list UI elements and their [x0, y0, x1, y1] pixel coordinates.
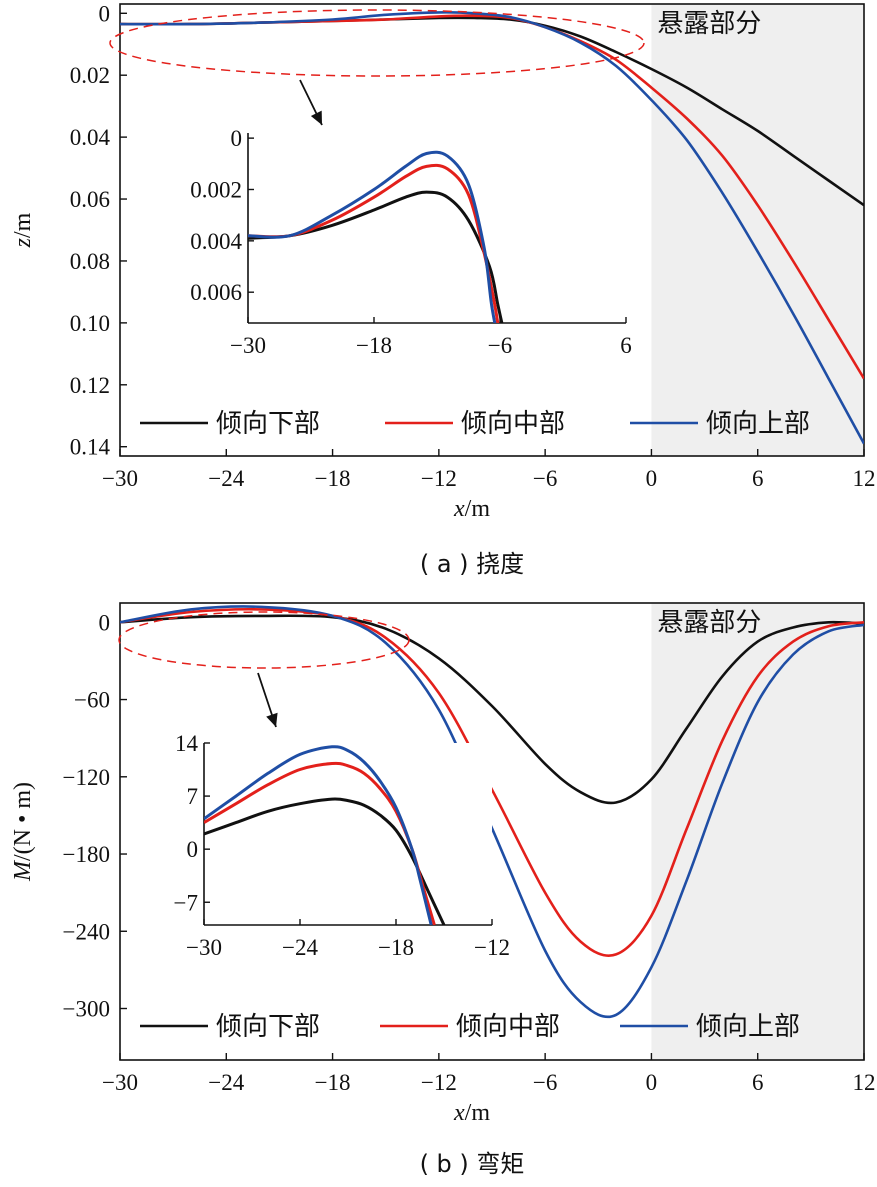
legend-label: 倾向下部 [216, 1012, 320, 1042]
zoom-arrowhead [266, 712, 278, 727]
x-tick-label: 6 [752, 466, 764, 491]
inset-x-tick-label: −12 [474, 935, 510, 960]
zoom-ellipse [109, 9, 645, 77]
x-tick-label: 12 [853, 466, 876, 491]
main-series-3 [120, 605, 864, 1019]
inset-y-tick-label: 14 [175, 731, 199, 756]
y-tick-label: 0.12 [70, 373, 110, 398]
inset-series-3 [204, 745, 433, 925]
y-tick-label: 0 [99, 1, 111, 26]
x-tick-label: 0 [646, 466, 658, 491]
y-tick-label: −120 [63, 765, 110, 790]
inset-series-1 [248, 190, 504, 323]
y-tick-label: 0.04 [70, 125, 111, 150]
y-tick-label: 0.14 [70, 435, 111, 460]
x-tick-label: −12 [421, 466, 457, 491]
panel-caption: ( b ) 弯矩 [420, 1150, 525, 1178]
x-tick-label: −18 [315, 466, 351, 491]
inset-y-tick-label: 0.006 [190, 280, 242, 305]
inset-x-tick-label: −24 [282, 935, 318, 960]
inset-y-tick-label: 0.002 [190, 177, 242, 202]
x-tick-label: 6 [752, 1070, 764, 1095]
y-tick-label: −300 [63, 997, 110, 1022]
inset-y-tick-label: 0 [187, 837, 199, 862]
panel-a: 悬露部分 −30 −24 −18 −12 −6 0 6 12 0 0.02 0.04 0.06 0.08 0… [10, 1, 876, 578]
x-tick-label: −30 [102, 466, 138, 491]
inset-series-3 [248, 150, 497, 323]
x-tick-label: −24 [208, 466, 244, 491]
plot-frame [119, 602, 865, 1061]
inset-x-tick-label: 6 [620, 333, 632, 358]
x-axis-label: x/m [453, 496, 490, 522]
region-label: 悬露部分 [657, 608, 761, 638]
y-axis-label: M/(N • m) [10, 782, 36, 882]
inset-x-tick-label: −30 [230, 333, 266, 358]
panel-caption: ( a ) 挠度 [420, 550, 524, 578]
plot-frame [119, 3, 865, 457]
x-tick-label: −24 [208, 1070, 244, 1095]
x-tick-label: −6 [533, 1070, 557, 1095]
y-tick-label: 0.02 [70, 63, 110, 88]
zoom-arrowhead [310, 110, 322, 125]
legend-label: 倾向上部 [706, 409, 810, 439]
inset-y-tick-label: 0.004 [190, 229, 242, 254]
inset-background [248, 133, 626, 323]
y-tick-label: 0.08 [70, 249, 110, 274]
inset-plot: −30 −18 −6 6 0 0.002 0.004 0.006 [190, 126, 632, 358]
main-series-3 [120, 11, 864, 445]
legend: 倾向下部 倾向中部 倾向上部 [140, 1012, 800, 1042]
shaded-region [651, 4, 864, 456]
y-tick-label: 0.10 [70, 311, 110, 336]
zoom-ellipse [118, 611, 410, 669]
inset-background [204, 743, 492, 925]
inset-x-tick-label: −18 [378, 935, 414, 960]
inset-x-tick-label: −30 [186, 935, 222, 960]
shaded-region [651, 603, 864, 1060]
inset-x-tick-label: −18 [356, 333, 392, 358]
y-tick-label: 0 [99, 610, 111, 635]
y-tick-label: −60 [74, 688, 110, 713]
inset-plot: −30 −24 −18 −12 14 7 0 −7 [174, 731, 510, 960]
panel-b: 悬露部分−30 −24 −18 −12 −6 0 6 120−60−120−180−240−3… [10, 602, 876, 1178]
y-axis-label: z/m [10, 212, 36, 248]
inset-x-tick-label: −6 [488, 333, 512, 358]
x-tick-label: −6 [533, 466, 557, 491]
x-tick-label: 12 [853, 1070, 876, 1095]
x-tick-label: −18 [315, 1070, 351, 1095]
region-label: 悬露部分 [657, 9, 761, 39]
legend-label: 倾向中部 [456, 1012, 560, 1042]
legend-label: 倾向下部 [216, 409, 320, 439]
inset-y-tick-label: 7 [187, 784, 199, 809]
x-tick-label: −12 [421, 1070, 457, 1095]
x-axis-label: x/m [453, 1100, 490, 1126]
main-series-1 [120, 614, 864, 805]
y-tick-label: −180 [63, 842, 110, 867]
inset-y-tick-label: −7 [174, 890, 198, 915]
y-tick-label: −240 [63, 919, 110, 944]
inset-series-1 [204, 797, 446, 925]
inset-y-tick-label: 0 [231, 126, 243, 151]
x-tick-label: 0 [646, 1070, 658, 1095]
y-tick-label: 0.06 [70, 187, 110, 212]
legend-label: 倾向上部 [696, 1012, 800, 1042]
legend-label: 倾向中部 [461, 409, 565, 439]
legend: 倾向下部 倾向中部 倾向上部 [140, 409, 810, 439]
x-tick-label: −30 [102, 1070, 138, 1095]
